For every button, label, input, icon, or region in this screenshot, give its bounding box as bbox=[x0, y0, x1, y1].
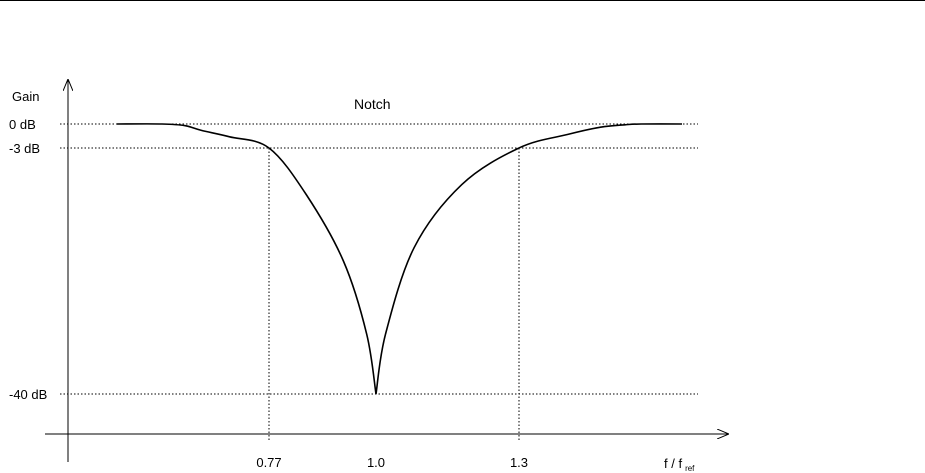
y-axis-label: Gain bbox=[12, 89, 39, 104]
x-axis-label-subscript: ref bbox=[685, 464, 695, 473]
x-tick-label: 0.77 bbox=[256, 455, 281, 470]
y-tick-label: -40 dB bbox=[9, 387, 47, 402]
x-axis-label: f / f ref bbox=[664, 456, 695, 473]
x-tick-label: 1.3 bbox=[510, 455, 528, 470]
y-tick-labels: 0 dB -3 dB -40 dB bbox=[9, 117, 47, 402]
notch-response-curve bbox=[116, 123, 683, 395]
x-axis-label-main: f / f bbox=[664, 456, 682, 471]
chart-title: Notch bbox=[354, 96, 391, 112]
reference-lines bbox=[60, 123, 698, 440]
y-tick-label: 0 dB bbox=[9, 117, 36, 132]
top-rule bbox=[0, 0, 925, 1]
x-tick-labels: 0.77 1.0 1.3 bbox=[256, 455, 528, 470]
y-tick-label: -3 dB bbox=[9, 141, 40, 156]
x-tick-label: 1.0 bbox=[367, 455, 385, 470]
